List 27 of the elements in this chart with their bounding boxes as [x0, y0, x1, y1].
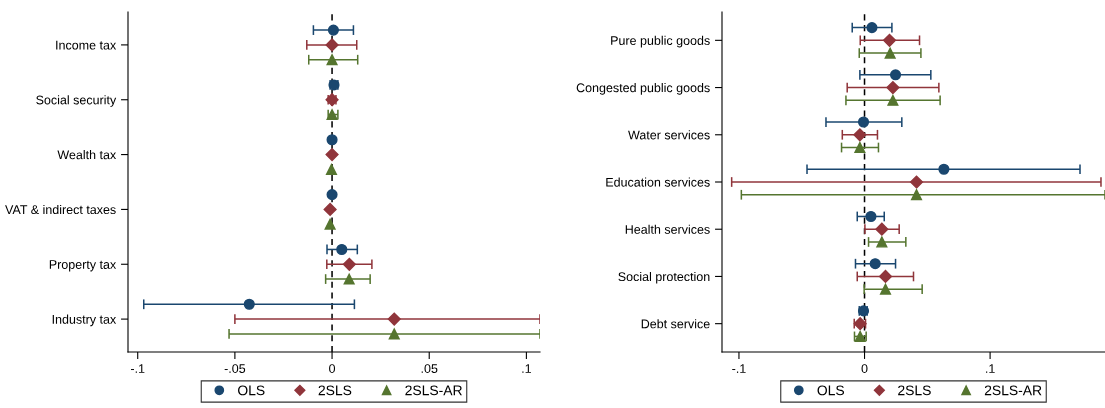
legend-label: 2SLS-AR: [984, 385, 1042, 396]
y-tick-label: Debt service: [641, 319, 710, 329]
y-tick-label: Social security: [36, 95, 117, 107]
legend-label: OLS: [817, 385, 845, 396]
x-tick-label: 0: [329, 364, 336, 373]
y-tick-label: Industry tax: [52, 314, 117, 327]
x-tick-label: .1: [986, 364, 995, 373]
x-tick-label: 0: [861, 364, 868, 373]
y-tick-label: VAT & indirect taxes: [5, 204, 116, 215]
legend-label: OLS: [238, 385, 265, 396]
y-tick-label: Income tax: [56, 40, 117, 50]
legend-label: 2SLS-AR: [405, 385, 462, 396]
legend-label: 2SLS: [898, 385, 931, 396]
x-tick-label: -.1: [732, 364, 746, 373]
y-tick-label: Wealth tax: [57, 150, 117, 160]
y-tick-label: Social protection: [618, 271, 710, 284]
x-tick-label: -.05: [224, 364, 246, 373]
x-tick-label: .1: [522, 364, 531, 373]
y-tick-label: Health services: [625, 224, 710, 234]
x-tick-label: .05: [421, 364, 438, 373]
y-tick-label: Property tax: [49, 260, 117, 272]
legend-label: 2SLS: [318, 385, 352, 396]
x-tick-label: -.1: [130, 364, 145, 373]
y-tick-label: Congested public goods: [576, 83, 710, 95]
y-tick-label: Water services: [628, 130, 710, 140]
y-tick-label: Pure public goods: [611, 35, 710, 48]
y-tick-label: Education services: [606, 177, 710, 187]
